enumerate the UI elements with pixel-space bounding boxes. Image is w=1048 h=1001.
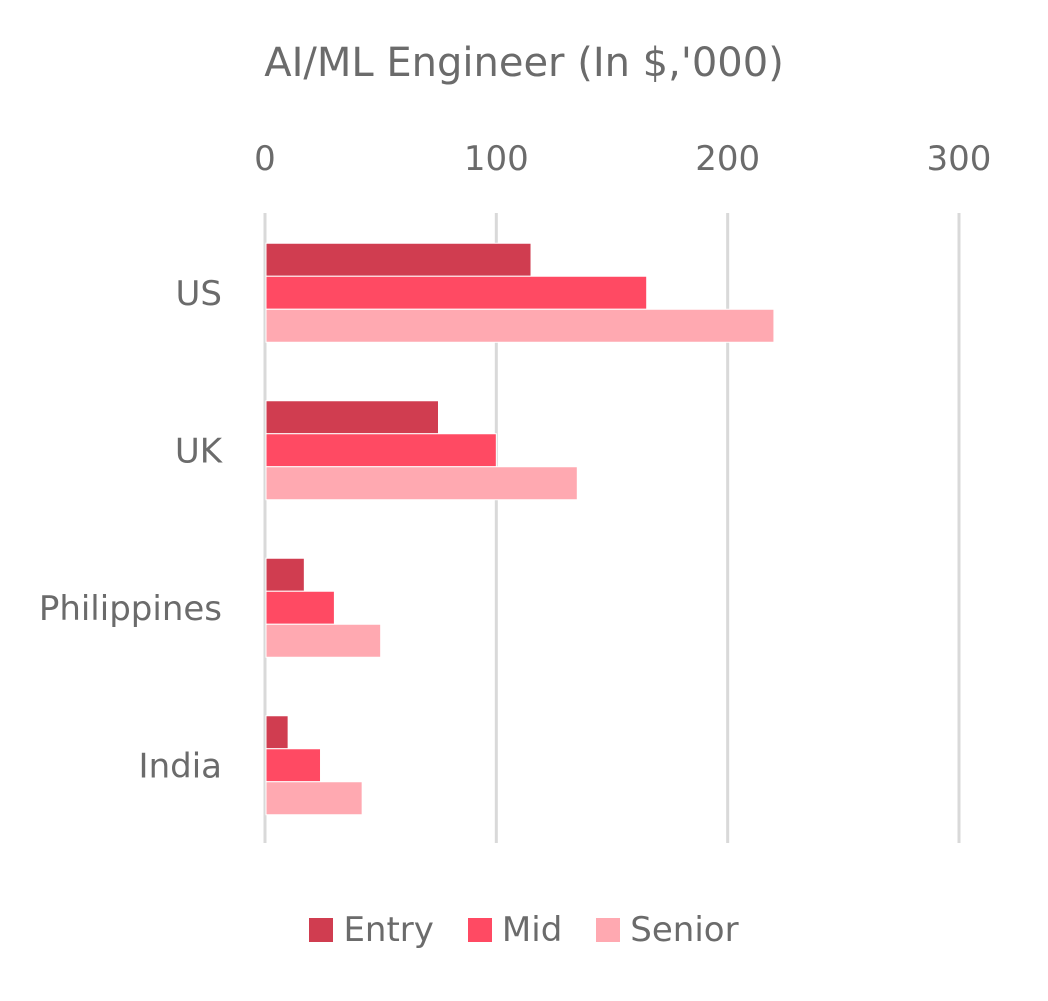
x-tick-label: 0	[254, 139, 276, 179]
legend-swatch	[596, 918, 621, 942]
bar-entry	[265, 242, 532, 277]
legend: Entry Mid Senior	[0, 910, 1048, 950]
category-label: India	[139, 746, 222, 786]
bar-entry	[265, 557, 305, 592]
legend-item: Entry	[309, 910, 434, 950]
x-tick-label: 100	[464, 139, 529, 179]
category-label: Philippines	[39, 589, 222, 629]
bar-mid	[265, 275, 648, 310]
legend-label: Entry	[343, 910, 434, 950]
legend-swatch	[467, 918, 492, 942]
category-label: UK	[175, 431, 224, 471]
legend-label: Senior	[630, 910, 739, 950]
bar-entry	[265, 715, 289, 750]
bar-senior	[265, 308, 775, 343]
x-tick-label: 300	[927, 139, 992, 179]
chart-title: AI/ML Engineer (In $,'000)	[264, 40, 784, 86]
legend-swatch	[309, 918, 334, 942]
legend-label: Mid	[501, 910, 563, 950]
bar-mid	[265, 748, 322, 783]
category-label: US	[176, 274, 222, 314]
legend-item: Senior	[596, 910, 739, 950]
bar-entry	[265, 400, 439, 435]
bar-senior	[265, 623, 382, 658]
bar-senior	[265, 781, 363, 816]
bar-senior	[265, 466, 578, 501]
legend-item: Mid	[467, 910, 563, 950]
x-tick-label: 200	[695, 139, 760, 179]
bar-mid	[265, 590, 335, 625]
bar-mid	[265, 433, 497, 468]
